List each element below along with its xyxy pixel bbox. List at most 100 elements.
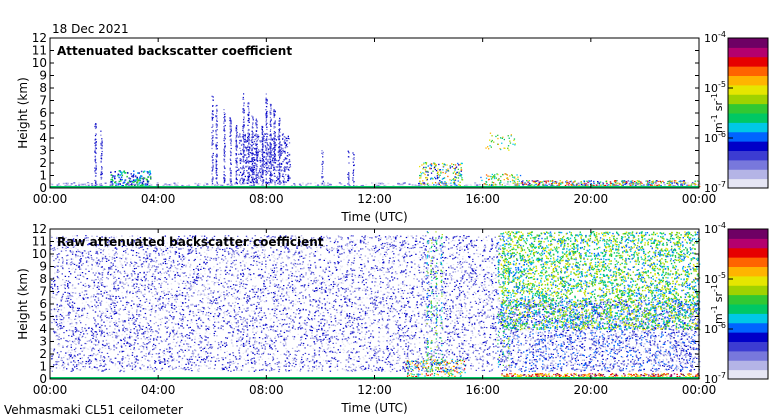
y-tick-label: 6: [39, 106, 47, 120]
y-tick-label: 0: [39, 181, 47, 195]
colorbar-segment: [728, 122, 768, 133]
colorbar-segment: [728, 150, 768, 161]
colorbar-segment: [728, 66, 768, 77]
x-tick-label: 00:00: [33, 383, 68, 397]
y-tick-label: 11: [32, 44, 47, 58]
colorbar-segment: [728, 229, 768, 239]
colorbar-tick-label: 10-6: [704, 130, 726, 145]
y-tick-label: 1: [39, 169, 47, 183]
colorbar-tick-label: 10-5: [704, 80, 726, 95]
colorbar-tick-label: 10-4: [704, 221, 726, 236]
colorbar-segment: [728, 275, 768, 286]
y-tick-label: 8: [39, 81, 47, 95]
y-tick-label: 1: [39, 360, 47, 374]
colorbar-segment: [728, 113, 768, 123]
colorbar-1: 10-4 10-5 10-6 10-7 m-1sr-1: [704, 30, 769, 195]
y-tick-label: 10: [32, 247, 47, 261]
y-tick-label: 2: [39, 347, 47, 361]
colorbar-segment: [728, 141, 768, 152]
plot-background: [50, 38, 699, 188]
x-tick-label: 00:00: [682, 383, 717, 397]
y-tick-label: 9: [39, 260, 47, 274]
colorbar-segment: [728, 332, 768, 343]
colorbar-segment: [728, 360, 768, 371]
x-tick-label: 20:00: [574, 192, 609, 206]
colorbar-segment: [728, 84, 768, 95]
colorbar-tick-label: 10-7: [704, 180, 726, 195]
x-tick-label: 12:00: [357, 192, 392, 206]
x-tick-label: 04:00: [141, 192, 176, 206]
x-tick-label: 16:00: [465, 383, 500, 397]
panel-title: Raw attenuated backscatter coefficient: [57, 235, 324, 249]
y-tick-label: 11: [32, 235, 47, 249]
x-tick-label: 00:00: [682, 192, 717, 206]
colorbar-segment: [728, 131, 768, 142]
colorbar-segment: [728, 257, 768, 268]
x-tick-label: 08:00: [249, 192, 284, 206]
y-tick-label: 7: [39, 285, 47, 299]
y-tick-label: 3: [39, 335, 47, 349]
colorbar-segment: [728, 169, 768, 180]
colorbar-segment: [728, 38, 768, 48]
y-tick-label: 7: [39, 94, 47, 108]
x-tick-label: 00:00: [33, 192, 68, 206]
colorbar-segment: [728, 159, 768, 170]
colorbar-segment: [728, 247, 768, 258]
y-tick-label: 3: [39, 144, 47, 158]
colorbars: 10-4 10-5 10-6 10-7 m-1sr-1 10-4 10-5 10-6 10-7 m…: [704, 30, 769, 386]
colorbar-segment: [728, 285, 768, 296]
colorbar-tick-label: 10-7: [704, 371, 726, 386]
x-tick-label: 08:00: [249, 383, 284, 397]
y-tick-label: 4: [39, 131, 47, 145]
x-tick-label: 16:00: [465, 192, 500, 206]
x-tick-label: 12:00: [357, 383, 392, 397]
colorbar-segment: [728, 47, 768, 58]
colorbar-frame: [727, 37, 769, 189]
y-tick-label: 10: [32, 56, 47, 70]
x-tick-label: 04:00: [141, 383, 176, 397]
colorbar-tick-label: 10-5: [704, 271, 726, 286]
y-tick-label: 9: [39, 69, 47, 83]
colorbar-segment: [728, 103, 768, 114]
y-axis-label: Height (km): [16, 77, 30, 148]
x-tick-label: 20:00: [574, 383, 609, 397]
colorbar-segment: [728, 238, 768, 249]
y-tick-label: 0: [39, 372, 47, 386]
colorbar-tick-label: 10-6: [704, 321, 726, 336]
colorbar-unit-label: m-1sr-1: [710, 93, 725, 133]
x-axis-label: Time (UTC): [340, 210, 407, 224]
y-tick-label: 4: [39, 322, 47, 336]
y-tick-label: 5: [39, 310, 47, 324]
colorbar-segment: [728, 313, 768, 324]
y-axis-label: Height (km): [16, 268, 30, 339]
colorbar-segment: [728, 75, 768, 86]
date-label: 18 Dec 2021: [52, 22, 129, 36]
colorbar-segment: [728, 294, 768, 305]
colorbar-segment: [728, 322, 768, 333]
colorbar-segment: [728, 178, 768, 189]
panel-title: Attenuated backscatter coefficient: [57, 44, 292, 58]
y-tick-label: 6: [39, 297, 47, 311]
y-tick-label: 12: [32, 31, 47, 45]
colorbar-segment: [728, 341, 768, 352]
colorbar-segment: [728, 369, 768, 380]
colorbar-segment: [728, 266, 768, 277]
y-tick-label: 8: [39, 272, 47, 286]
y-tick-label: 2: [39, 156, 47, 170]
colorbar-segment: [728, 350, 768, 361]
colorbar-segment: [728, 94, 768, 105]
colorbar-segment: [728, 56, 768, 67]
backscatter-field: [50, 231, 701, 380]
y-tick-label: 12: [32, 222, 47, 236]
colorbar-tick-label: 10-4: [704, 30, 726, 45]
colorbar-unit-label: m-1sr-1: [710, 284, 725, 324]
colorbar-frame: [727, 228, 769, 380]
x-axis-label: Time (UTC): [340, 401, 407, 415]
y-tick-label: 5: [39, 119, 47, 133]
colorbar-2: 10-4 10-5 10-6 10-7 m-1sr-1: [704, 221, 769, 386]
instrument-label: Vehmasmaki CL51 ceilometer: [4, 403, 183, 417]
